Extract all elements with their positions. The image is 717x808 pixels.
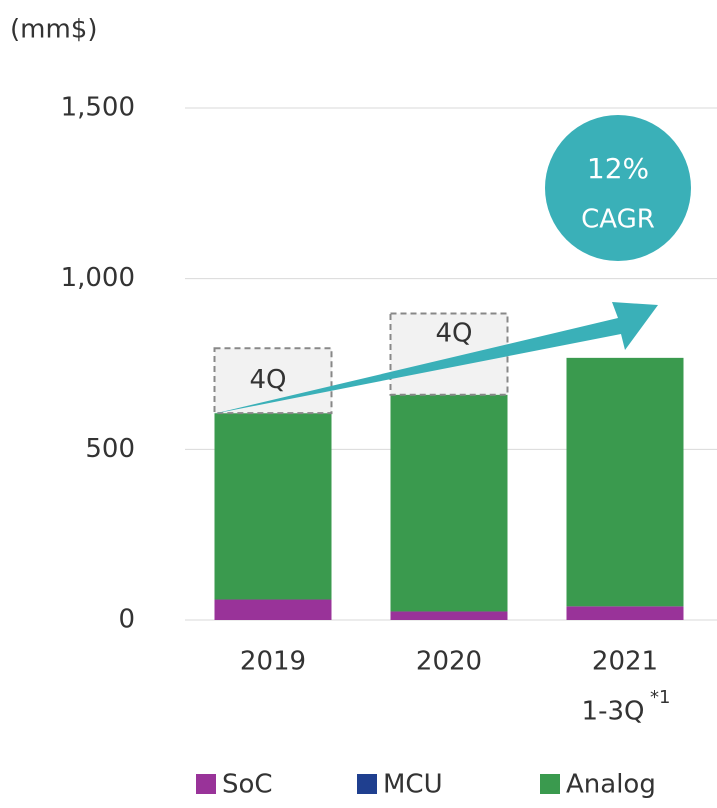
y-tick-label: 0 [118,605,135,635]
bar-segment [390,394,508,612]
bar-segment [390,611,508,620]
cagr-text: CAGR [581,205,655,235]
legend-label: MCU [383,770,443,800]
y-tick-label: 1,000 [61,263,135,293]
legend-swatch [357,774,377,794]
estimate-box [213,347,333,415]
y-tick-label: 500 [85,434,135,464]
legend-label: Analog [566,770,656,800]
plot: 0 500 1,000 1,500 4Q 2019 4Q 2020 2021 1-3Q *1 SoC M… [61,93,717,800]
x-tick-label: 2021 [592,647,658,677]
legend-swatch [196,774,216,794]
x-tick-label: 2020 [416,647,482,677]
cagr-value: 12% [587,152,649,185]
cagr-bubble [545,115,691,261]
bar-segment [566,606,684,620]
footnote-mark: *1 [650,687,670,708]
bar-segment [566,357,684,607]
period-label: 1-3Q [582,697,645,727]
legend-label: SoC [222,770,273,800]
estimate-label: 4Q [435,319,472,349]
legend-swatch [540,774,560,794]
x-tick-label: 2019 [240,647,306,677]
y-tick-label: 1,500 [61,93,135,123]
bar-segment [214,413,332,600]
estimate-label: 4Q [249,365,286,395]
bar-segment [214,599,332,620]
unit-label: (mm$) [10,15,97,45]
